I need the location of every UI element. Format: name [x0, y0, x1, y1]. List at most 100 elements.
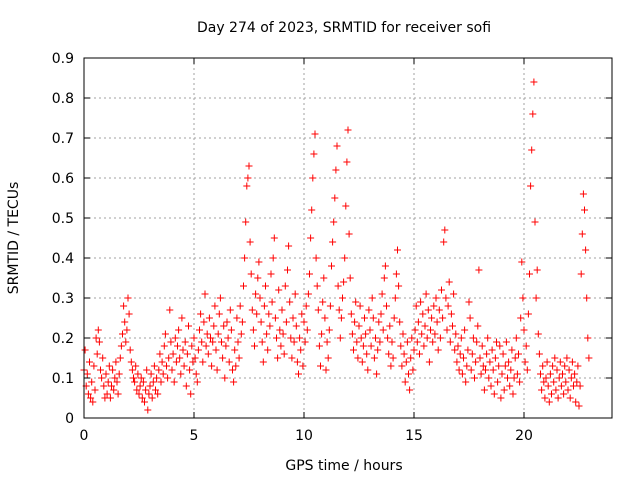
data-point	[180, 362, 188, 370]
data-point	[309, 174, 317, 182]
data-point	[306, 270, 313, 278]
data-point	[434, 346, 442, 354]
data-point	[326, 302, 334, 310]
y-tick-label: 0.9	[52, 51, 74, 67]
data-point	[111, 374, 119, 382]
data-point	[119, 330, 126, 338]
data-point	[407, 354, 415, 362]
data-point	[95, 338, 103, 346]
data-point	[512, 334, 520, 342]
data-point	[507, 366, 515, 374]
data-point	[201, 290, 209, 298]
data-point	[363, 350, 371, 358]
data-point	[125, 310, 133, 318]
data-point	[353, 338, 361, 346]
data-point	[165, 354, 173, 362]
data-point	[179, 346, 187, 354]
data-point	[345, 230, 353, 238]
data-point	[171, 334, 179, 342]
data-point	[94, 326, 102, 334]
data-point	[315, 342, 323, 350]
data-point	[207, 334, 214, 342]
data-point	[288, 354, 296, 362]
data-point	[128, 366, 136, 374]
data-point	[555, 374, 563, 382]
data-point	[248, 306, 256, 314]
data-point	[112, 358, 120, 366]
data-point	[368, 294, 376, 302]
data-point	[578, 230, 586, 238]
data-point	[455, 366, 463, 374]
data-point	[319, 298, 327, 306]
data-point	[222, 342, 230, 350]
data-point	[233, 314, 241, 322]
data-point	[88, 378, 96, 386]
data-point	[401, 378, 409, 386]
data-point	[356, 302, 364, 310]
data-point	[154, 390, 162, 398]
data-point	[275, 286, 283, 294]
data-point	[509, 390, 517, 398]
data-point	[403, 338, 411, 346]
data-point	[208, 362, 216, 370]
data-point	[200, 318, 208, 326]
data-point	[576, 382, 584, 390]
data-point	[463, 362, 471, 370]
data-point	[295, 370, 302, 378]
data-point	[245, 162, 253, 170]
data-point	[204, 350, 212, 358]
data-point	[465, 298, 473, 306]
data-point	[391, 294, 399, 302]
data-point	[495, 362, 503, 370]
data-point	[511, 354, 519, 362]
data-point	[199, 358, 207, 366]
data-point	[296, 334, 304, 342]
data-point	[565, 366, 573, 374]
data-point	[109, 366, 117, 374]
data-point	[292, 322, 300, 330]
data-point	[278, 306, 286, 314]
data-point	[342, 202, 350, 210]
data-point	[377, 310, 385, 318]
data-point	[225, 358, 233, 366]
data-point	[518, 258, 526, 266]
data-point	[108, 382, 115, 390]
data-point	[484, 334, 492, 342]
data-point	[447, 310, 455, 318]
data-point	[414, 318, 422, 326]
data-point	[354, 354, 362, 362]
data-point	[506, 382, 514, 390]
data-point	[83, 370, 91, 378]
data-point	[335, 306, 343, 314]
data-point	[330, 218, 338, 226]
data-point	[218, 338, 225, 346]
data-point	[117, 342, 125, 350]
data-point	[513, 370, 521, 378]
plot-frame	[83, 57, 613, 419]
data-point	[243, 182, 251, 190]
data-point	[556, 358, 564, 366]
data-point	[297, 346, 305, 354]
data-point	[194, 346, 202, 354]
data-point	[289, 314, 297, 322]
data-point	[219, 354, 227, 362]
data-point	[454, 342, 462, 350]
data-point	[329, 238, 337, 246]
data-point	[264, 346, 272, 354]
data-point	[81, 346, 89, 354]
data-point	[577, 270, 585, 278]
data-point	[385, 350, 393, 358]
data-point	[142, 386, 150, 394]
data-point	[460, 354, 467, 362]
data-point	[508, 346, 516, 354]
data-point	[202, 342, 210, 350]
data-point	[427, 326, 434, 334]
data-point	[287, 334, 295, 342]
data-point	[392, 270, 400, 278]
data-point	[158, 358, 166, 366]
data-point	[435, 306, 443, 314]
data-point	[324, 354, 332, 362]
data-point	[543, 358, 551, 366]
data-point	[106, 394, 114, 402]
data-point	[187, 390, 195, 398]
